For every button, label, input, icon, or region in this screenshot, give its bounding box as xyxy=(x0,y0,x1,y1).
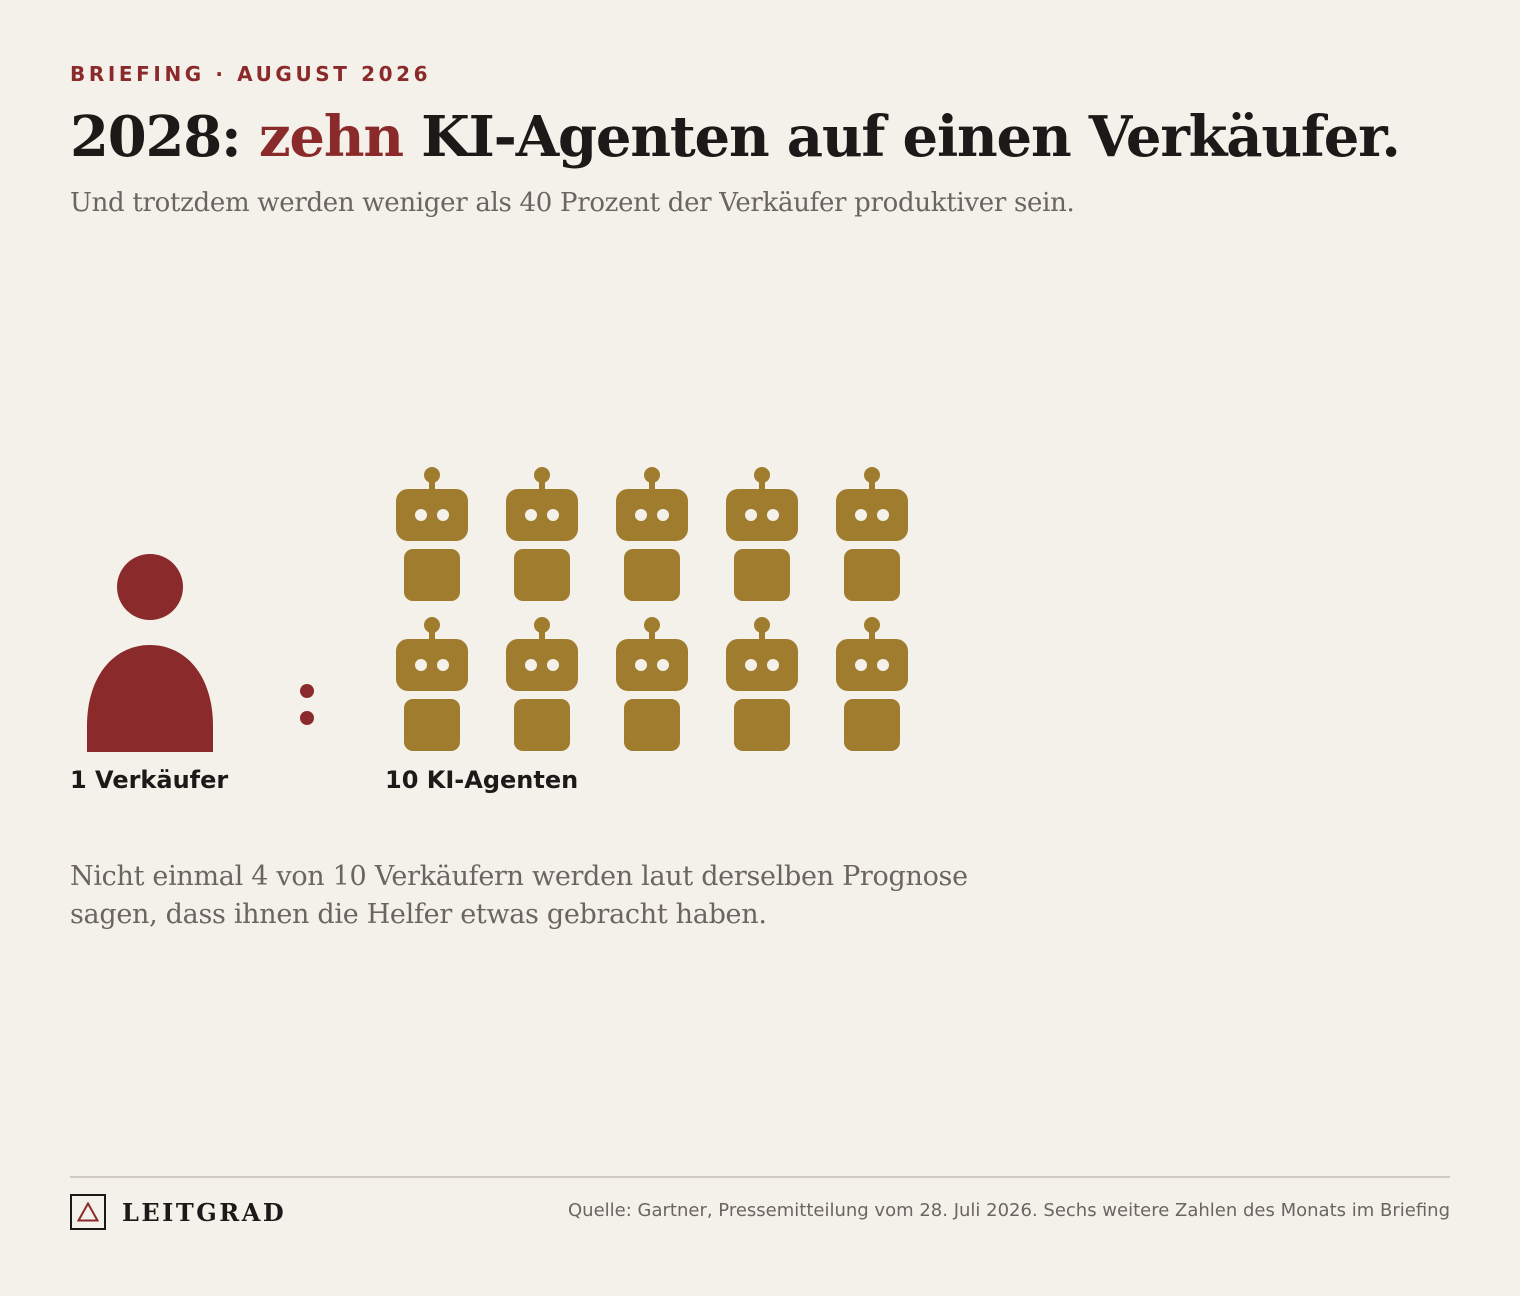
robot-icon xyxy=(506,617,578,751)
person-icon xyxy=(86,554,214,757)
robot-icon xyxy=(396,617,468,751)
subhead: Und trotzdem werden weniger als 40 Proze… xyxy=(70,188,1075,218)
triangle-icon xyxy=(70,1194,106,1230)
brand-name: LEITGRAD xyxy=(122,1197,287,1227)
robot-icon xyxy=(726,467,798,601)
brand-logo: LEITGRAD xyxy=(70,1194,286,1230)
robot-icon xyxy=(396,467,468,601)
headline-pre: 2028: xyxy=(70,104,259,170)
divider xyxy=(70,1176,1450,1178)
robot-icon xyxy=(836,467,908,601)
headline-post: KI-Agenten auf einen Verkäufer. xyxy=(402,104,1401,170)
footnote-text: Nicht einmal 4 von 10 Verkäufern werden … xyxy=(70,861,968,930)
robot-icon xyxy=(616,617,688,751)
robot-icon xyxy=(726,617,798,751)
source-note: Quelle: Gartner, Pressemitteilung vom 28… xyxy=(568,1200,1450,1221)
headline-accent: zehn xyxy=(258,104,404,170)
seller-label: 1 Verkäufer xyxy=(70,766,229,794)
robot-icon xyxy=(616,467,688,601)
robot-icon xyxy=(836,617,908,751)
agents-label: 10 KI-Agenten xyxy=(385,766,579,794)
colon-icon xyxy=(296,682,318,731)
kicker: BRIEFING · AUGUST 2026 xyxy=(70,62,432,86)
headline: 2028: zehn KI-Agenten auf einen Verkäufe… xyxy=(70,104,1401,170)
robot-grid xyxy=(396,466,916,761)
robot-icon xyxy=(506,467,578,601)
